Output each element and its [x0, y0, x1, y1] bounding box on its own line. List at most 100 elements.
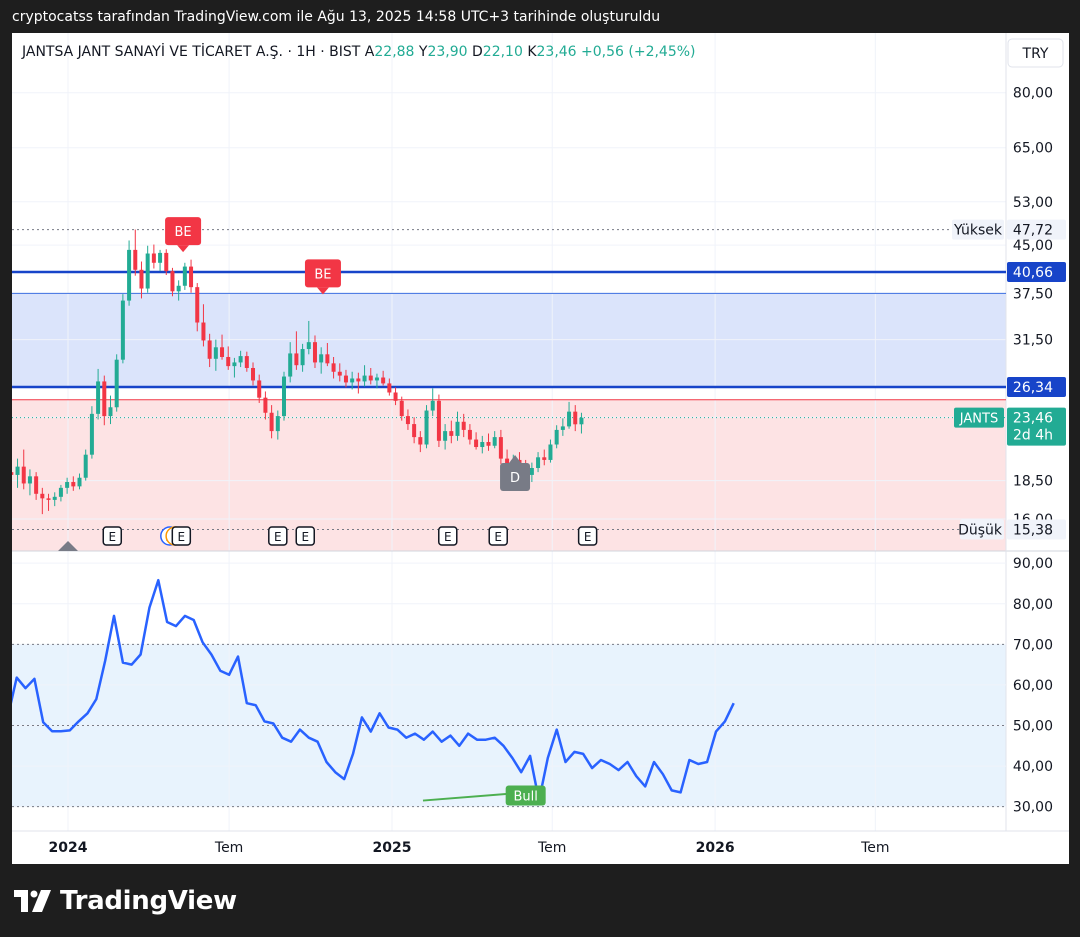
candle-body [282, 376, 286, 417]
legend-interval: 1H [296, 44, 315, 60]
candle-body [579, 417, 584, 425]
earnings-badge-box [488, 526, 508, 546]
candle-body [412, 424, 417, 438]
candle [579, 412, 584, 434]
candle-body [120, 300, 125, 360]
candle-body [498, 437, 503, 459]
lower-level-tag-bg [1007, 377, 1066, 397]
candle [52, 492, 57, 507]
candle-body [114, 359, 119, 408]
candle-body [288, 353, 293, 377]
candle-body [83, 454, 88, 478]
candle-body [449, 431, 454, 436]
candle [145, 245, 150, 293]
candle [474, 432, 479, 450]
earnings-badge-box [577, 526, 598, 546]
rsi-tick-label: 60,00 [1013, 678, 1053, 694]
candle-body [300, 349, 305, 366]
candle-body [430, 400, 435, 411]
candle [238, 350, 243, 368]
candle-body [182, 266, 187, 286]
candle [120, 294, 125, 364]
candle-body [573, 411, 578, 425]
legend-low-label: D [472, 44, 483, 60]
high-price-tag: 47,72 [1007, 219, 1066, 240]
candle [436, 394, 441, 448]
candle-body [393, 392, 398, 401]
candle [170, 267, 175, 297]
last-price-value: 23,46 [1013, 411, 1053, 427]
candle [40, 487, 45, 515]
candle [127, 240, 132, 306]
currency-button-bg [1007, 38, 1064, 68]
event-badge: E [268, 526, 288, 546]
candle [343, 369, 348, 388]
time-tick-label: 2025 [373, 840, 412, 856]
candle [133, 229, 138, 276]
sell-signal-label: BE [175, 225, 192, 240]
candle [220, 334, 225, 360]
countdown-value: 2d 4h [1013, 428, 1053, 444]
candle [560, 418, 565, 436]
candle [368, 367, 373, 385]
candle-body [387, 383, 392, 393]
candle-body [151, 253, 156, 263]
candle-body [362, 375, 367, 382]
candle [288, 342, 293, 383]
candle [393, 387, 398, 406]
candle-body [306, 342, 311, 350]
candle-body [238, 356, 243, 363]
symbol-tag-label: JANTS [959, 412, 998, 427]
high-text-bg [952, 219, 1004, 240]
bull-label-text: Bull [513, 789, 537, 804]
candle [58, 484, 63, 502]
candle-body [381, 377, 386, 384]
candle [244, 351, 249, 372]
candle [46, 493, 51, 511]
candle-body [350, 378, 355, 383]
candle [405, 409, 410, 430]
upper-level-tag-value: 40,66 [1013, 265, 1053, 281]
candle-body [52, 496, 57, 500]
candle-body [374, 377, 379, 381]
candle-body [548, 444, 553, 460]
event-badge: E [102, 526, 123, 546]
candle-body [158, 252, 163, 263]
candle [498, 429, 503, 464]
candle [356, 372, 361, 394]
candle [319, 347, 324, 374]
candle-body [474, 439, 479, 448]
rsi-tick-label: 80,00 [1013, 597, 1053, 613]
candle [263, 391, 268, 420]
sell-signal-marker: BE [304, 259, 341, 295]
candle-body [467, 429, 472, 440]
axis-layer: 80,0065,0053,0045,0037,5031,5023,5018,50… [49, 38, 1066, 856]
candle-body [244, 356, 249, 368]
event-badge: E [295, 526, 315, 546]
candle [139, 261, 144, 299]
candle [71, 476, 76, 491]
sell-signal-box [165, 217, 202, 246]
candle-body [201, 322, 206, 341]
earnings-badge-box [102, 526, 123, 546]
candle [312, 335, 317, 368]
candle-body [443, 431, 448, 441]
earnings-badge-box [438, 526, 458, 546]
currency-button[interactable]: TRY [1007, 38, 1064, 68]
tradingview-logo[interactable]: TradingView [14, 884, 237, 918]
event-badge: E [488, 526, 508, 546]
candle [158, 249, 163, 272]
earnings-badge-label: E [178, 530, 186, 544]
rsi-tick-label: 50,00 [1013, 718, 1053, 734]
candle-body [263, 397, 268, 413]
candle-body [492, 437, 497, 446]
price-tick-label: 65,00 [1013, 141, 1053, 157]
sell-signal-pointer [316, 287, 329, 295]
legend-change: +0,56 (+2,45%) [581, 44, 695, 60]
candle [529, 462, 534, 483]
candle-body [325, 354, 330, 364]
legend-close-value: 23,46 [537, 44, 582, 60]
